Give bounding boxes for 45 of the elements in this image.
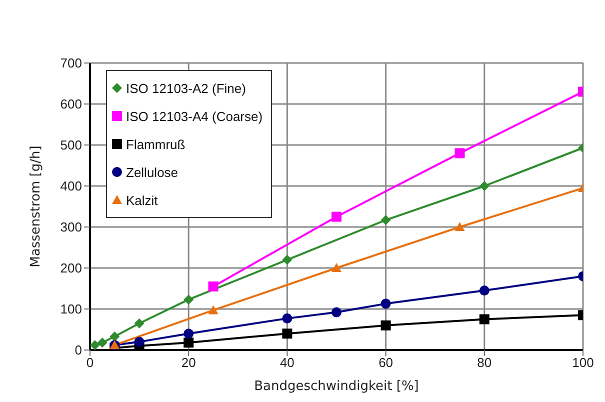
point <box>332 263 342 272</box>
x-tick-label: 40 <box>280 355 294 370</box>
x-tick-label: 100 <box>572 355 594 370</box>
y-tick-label: 700 <box>60 56 82 71</box>
point <box>208 305 218 314</box>
point <box>479 286 490 296</box>
legend-label: ISO 12103-A4 (Coarse) <box>126 108 263 124</box>
point <box>184 338 194 348</box>
point <box>208 281 218 292</box>
x-tick-label: 20 <box>181 355 196 370</box>
x-tick-label: 0 <box>86 355 94 370</box>
legend-label: ISO 12103-A2 (Fine) <box>126 80 246 96</box>
point <box>454 148 465 158</box>
point <box>380 320 391 330</box>
point <box>479 181 490 191</box>
y-tick-label: 100 <box>60 302 82 317</box>
point <box>184 294 194 305</box>
legend-label: Kalzit <box>126 192 158 208</box>
point <box>134 318 144 328</box>
point <box>282 313 292 324</box>
x-tick-label: 80 <box>477 355 492 370</box>
point <box>479 314 490 324</box>
point <box>380 215 391 226</box>
y-tick-label: 600 <box>60 96 82 112</box>
y-tick-label: 400 <box>60 178 82 194</box>
legend-label: Flammruß <box>126 136 186 152</box>
point <box>332 212 342 222</box>
point <box>110 331 120 342</box>
point <box>282 328 292 339</box>
x-axis-title: Bandgeschwindigkeit [%] <box>254 379 419 394</box>
x-tick-label: 60 <box>378 355 394 370</box>
legend-label: Zellulose <box>126 164 178 180</box>
point <box>332 307 342 318</box>
y-tick-label: 300 <box>60 220 82 235</box>
y-tick-label: 200 <box>60 260 82 276</box>
y-tick-label: 500 <box>60 138 82 153</box>
point <box>282 254 292 265</box>
point <box>90 340 100 350</box>
point <box>134 336 144 347</box>
point <box>380 298 391 309</box>
y-axis-title: Massenstrom [g/h] <box>28 146 44 268</box>
point <box>454 222 465 231</box>
y-tick-label: 0 <box>74 342 82 358</box>
point <box>97 338 108 348</box>
point <box>184 328 194 339</box>
